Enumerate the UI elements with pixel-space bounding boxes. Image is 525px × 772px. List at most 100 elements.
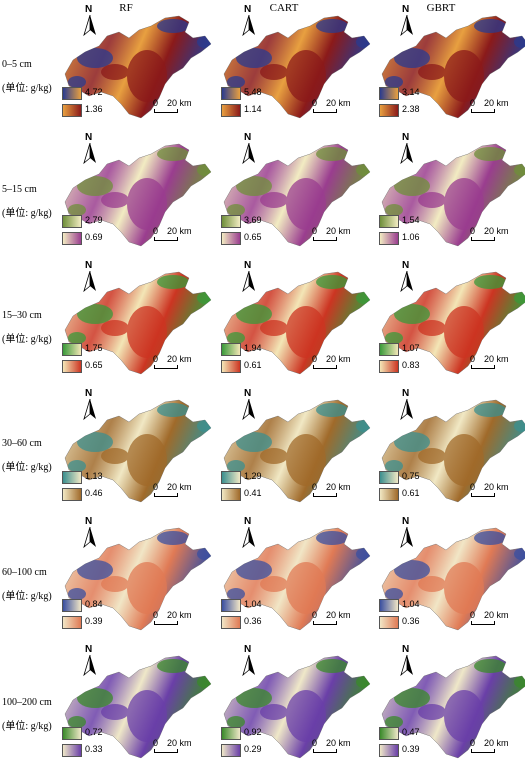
arrow-shape [400, 655, 413, 677]
color-legend: 1.07 0.83 [379, 343, 439, 383]
color-legend: 0.72 0.33 [62, 727, 122, 767]
region-map [64, 15, 212, 119]
region-map [223, 399, 371, 503]
scale-bar-line [313, 493, 337, 497]
scale-bar-line [313, 365, 337, 369]
depth-label-5: 100–200 cm (单位: g/kg) [2, 696, 52, 733]
map-panel-cart-row-4: N 1.04 0.36 0 20 km [214, 516, 372, 644]
depth-text: 60–100 cm [2, 567, 47, 578]
legend-swatch-low [221, 744, 241, 757]
scale-distance: 20 km [167, 738, 192, 748]
legend-value-high: 1.13 [85, 471, 103, 481]
scale-bar-line [471, 237, 495, 241]
scale-zero: 0 [153, 98, 159, 108]
north-letter: N [85, 4, 93, 15]
scale-bar-line [471, 749, 495, 753]
scale-zero: 0 [153, 354, 159, 364]
scale-distance: 20 km [484, 610, 509, 620]
map-panel-rf-row-4: N 0.84 0.39 0 20 km [55, 516, 213, 644]
scale-distance: 20 km [484, 354, 509, 364]
north-arrow-icon: N [241, 388, 257, 421]
legend-swatch-high [221, 215, 241, 228]
scale-bar: 0 20 km [153, 226, 203, 241]
north-letter: N [85, 388, 93, 399]
legend-value-high: 0.47 [402, 727, 420, 737]
scale-bar: 0 20 km [470, 226, 520, 241]
column-title-gbrt: GBRT [426, 2, 456, 14]
north-arrow-icon: N [399, 4, 415, 37]
north-arrow-icon: N [399, 388, 415, 421]
north-arrow-icon: N [399, 260, 415, 293]
legend-swatch-low [62, 360, 82, 373]
legend-swatch-low [221, 488, 241, 501]
north-arrow-icon: N [241, 260, 257, 293]
north-arrow-icon: N [399, 516, 415, 549]
scale-bar-line [471, 365, 495, 369]
scale-distance: 20 km [484, 98, 509, 108]
legend-value-low: 0.39 [85, 616, 103, 626]
legend-swatch-low [62, 232, 82, 245]
color-legend: 1.04 0.36 [221, 599, 281, 639]
legend-value-high: 1.04 [402, 599, 420, 609]
map-panel-cart-row-3: N 1.29 0.41 0 20 km [214, 388, 372, 516]
scale-distance: 20 km [326, 98, 351, 108]
legend-value-high: 1.29 [244, 471, 262, 481]
north-letter: N [85, 132, 93, 143]
legend-swatch-low [62, 744, 82, 757]
region-map [64, 399, 212, 503]
legend-swatch-high [221, 599, 241, 612]
north-letter: N [244, 4, 252, 15]
color-legend: 1.94 0.61 [221, 343, 281, 383]
color-legend: 1.75 0.65 [62, 343, 122, 383]
scale-bar: 0 20 km [312, 482, 362, 497]
unit-text: (单位: g/kg) [2, 208, 52, 219]
legend-swatch-high [62, 727, 82, 740]
map-panel-cart-row-1: N 3.69 0.65 0 20 km [214, 132, 372, 260]
legend-swatch-high [221, 471, 241, 484]
legend-swatch-low [62, 616, 82, 629]
arrow-shape [83, 143, 96, 165]
legend-swatch-high [379, 215, 399, 228]
color-legend: 1.04 0.36 [379, 599, 439, 639]
unit-text: (单位: g/kg) [2, 462, 52, 473]
scale-bar-line [313, 621, 337, 625]
map-panel-gbrt-row-0: N 3.14 2.38 0 20 km [372, 4, 525, 132]
unit-text: (单位: g/kg) [2, 591, 52, 602]
legend-value-low: 0.65 [85, 360, 103, 370]
map-panel-rf-row-3: N 1.13 0.46 0 20 km [55, 388, 213, 516]
map-panel-rf-row-1: N 2.79 0.69 0 20 km [55, 132, 213, 260]
scale-bar-line [154, 109, 178, 113]
region-map [64, 527, 212, 631]
scale-bar-line [313, 749, 337, 753]
legend-value-high: 0.92 [244, 727, 262, 737]
north-arrow-icon: N [241, 4, 257, 37]
scale-zero: 0 [312, 738, 318, 748]
legend-value-low: 0.83 [402, 360, 420, 370]
scale-bar: 0 20 km [312, 98, 362, 113]
scale-bar: 0 20 km [153, 482, 203, 497]
legend-swatch-low [379, 616, 399, 629]
region-map [381, 527, 525, 631]
arrow-shape [400, 271, 413, 293]
legend-swatch-low [379, 360, 399, 373]
arrow-shape [83, 15, 96, 37]
scale-bar-line [313, 109, 337, 113]
unit-text: (单位: g/kg) [2, 334, 52, 345]
north-letter: N [244, 260, 252, 271]
arrow-shape [242, 271, 255, 293]
legend-swatch-high [221, 343, 241, 356]
scale-zero: 0 [470, 610, 476, 620]
legend-value-high: 0.84 [85, 599, 103, 609]
legend-swatch-low [221, 360, 241, 373]
color-legend: 4.72 1.36 [62, 87, 122, 127]
scale-bar: 0 20 km [470, 98, 520, 113]
legend-swatch-high [221, 727, 241, 740]
scale-zero: 0 [312, 482, 318, 492]
legend-swatch-low [379, 488, 399, 501]
north-arrow-icon: N [399, 132, 415, 165]
color-legend: 3.14 2.38 [379, 87, 439, 127]
color-legend: 5.48 1.14 [221, 87, 281, 127]
legend-value-low: 2.38 [402, 104, 420, 114]
region-map [223, 271, 371, 375]
legend-swatch-high [62, 599, 82, 612]
